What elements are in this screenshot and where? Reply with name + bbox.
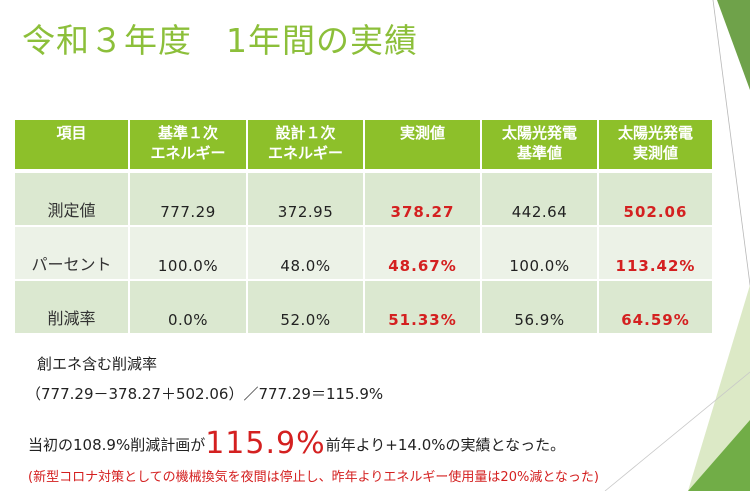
table-cell: 56.9% <box>480 279 599 335</box>
table-cell-highlight: 378.27 <box>363 170 482 227</box>
table-cell: 442.64 <box>480 170 599 227</box>
row-label: パーセント <box>13 225 130 281</box>
column-header-measured: 実測値 <box>363 118 482 173</box>
note-text: (新型コロナ対策としての機械換気を夜間は停止し、昨年よりエネルギー使用量は20%… <box>28 470 599 485</box>
row-label: 削減率 <box>13 279 130 335</box>
diagonal-line-bottom <box>604 371 750 491</box>
table-cell: 372.95 <box>246 170 365 227</box>
column-header-item: 項目 <box>13 118 130 173</box>
table-cell-highlight: 502.06 <box>597 170 714 227</box>
table-cell-highlight: 51.33% <box>363 279 482 335</box>
table-row-reduction: 削減率 0.0% 52.0% 51.33% 56.9% 64.59% <box>13 279 714 335</box>
table-row-percent: パーセント 100.0% 48.0% 48.67% 100.0% 113.42% <box>13 225 714 281</box>
table-cell: 0.0% <box>128 279 248 335</box>
table-cell-highlight: 113.42% <box>597 225 714 281</box>
table-header-row: 項目 基準１次 エネルギー 設計１次 エネルギー 実測値 太陽光発電 基準値 太陽光発… <box>13 118 714 173</box>
table-row-measured: 測定値 777.29 372.95 378.27 442.64 502.06 <box>13 170 714 227</box>
summary-suffix: 前年より+14.0%の実績となった。 <box>325 436 566 454</box>
table-cell-highlight: 64.59% <box>597 279 714 335</box>
table-cell: 777.29 <box>128 170 248 227</box>
table-cell: 100.0% <box>128 225 248 281</box>
table-cell: 100.0% <box>480 225 599 281</box>
calc-label: 創エネ含む削減率 <box>37 355 158 373</box>
column-header-solar-measured: 太陽光発電 実測値 <box>597 118 714 173</box>
bottom-right-triangle <box>688 420 750 491</box>
column-header-solar-baseline: 太陽光発電 基準値 <box>480 118 599 173</box>
column-header-baseline-energy: 基準１次 エネルギー <box>128 118 248 173</box>
results-table: 項目 基準１次 エネルギー 設計１次 エネルギー 実測値 太陽光発電 基準値 太陽光発… <box>13 118 714 335</box>
summary-prefix: 当初の108.9%削減計画が <box>28 436 206 454</box>
table-cell-highlight: 48.67% <box>363 225 482 281</box>
row-label: 測定値 <box>13 170 130 227</box>
diagonal-line-top <box>712 0 750 288</box>
summary-highlight: 115.9% <box>205 426 326 461</box>
table-cell: 52.0% <box>246 279 365 335</box>
table-cell: 48.0% <box>246 225 365 281</box>
calc-formula: （777.29－378.27＋502.06）／777.29＝115.9% <box>26 385 384 403</box>
top-right-triangle <box>717 0 750 90</box>
column-header-design-energy: 設計１次 エネルギー <box>246 118 365 173</box>
page-title: 令和３年度 1年間の実績 <box>22 21 418 60</box>
summary-line: 当初の108.9%削減計画が115.9%前年より+14.0%の実績となった。 <box>28 426 565 461</box>
